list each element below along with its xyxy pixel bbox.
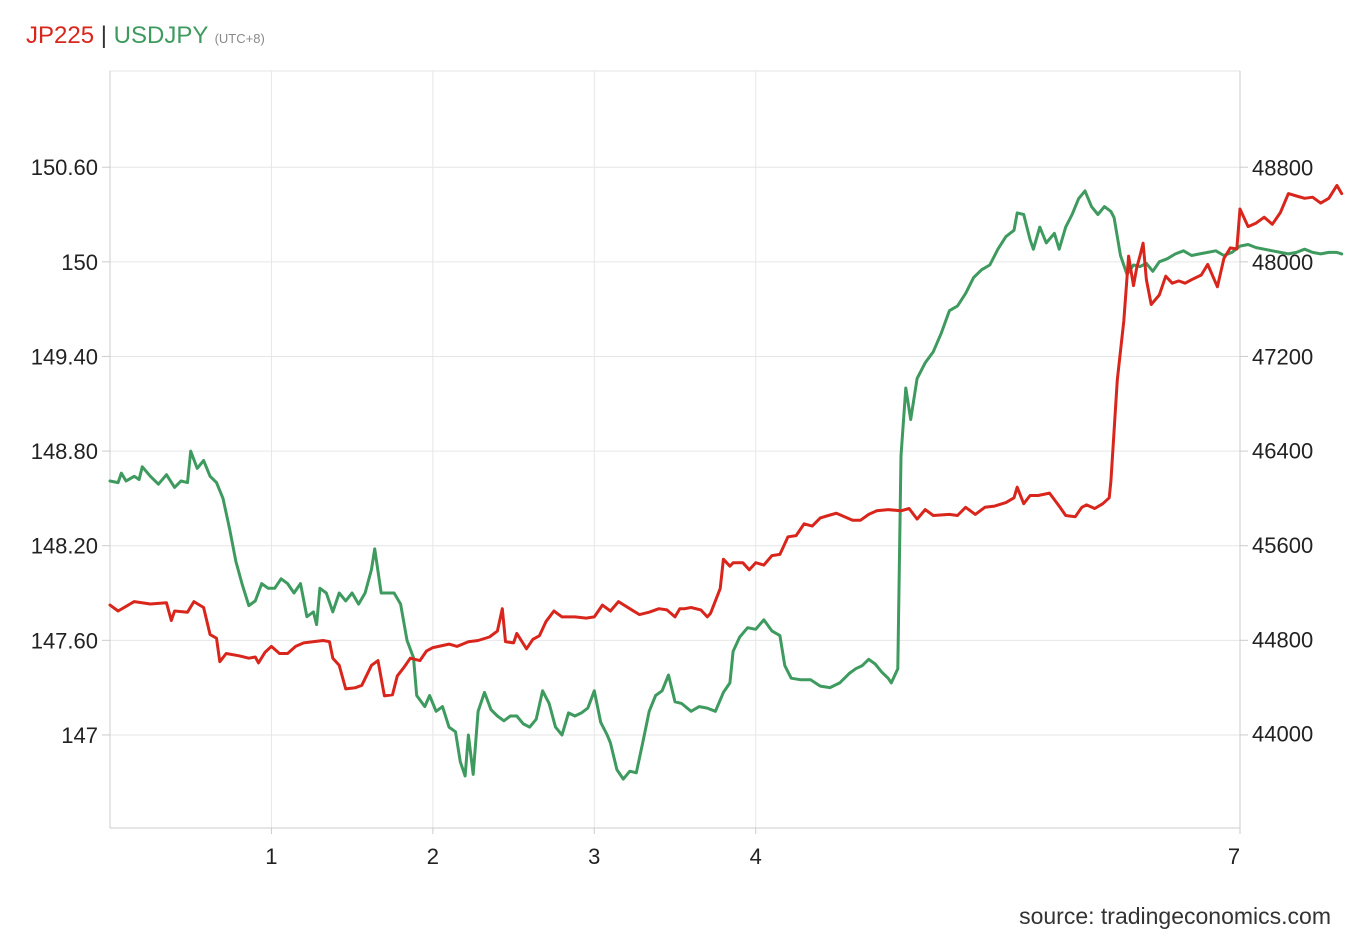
series-line-jp225[interactable] — [108, 183, 1344, 698]
source-credit[interactable]: source: tradingeconomics.com — [1019, 903, 1331, 929]
y-left-tick-label: 148.20 — [31, 534, 98, 559]
legend-separator: | — [100, 22, 107, 49]
y-right-tick-label: 44800 — [1252, 627, 1313, 652]
chart-legend: JP225 | USDJPY (UTC+8) — [26, 20, 265, 55]
y-right-tick-label: 45600 — [1252, 533, 1313, 558]
y-left-tick-label: 150.60 — [31, 155, 98, 180]
y-right-tick-label: 44000 — [1252, 722, 1313, 747]
y-left-tick-label: 147.60 — [31, 628, 98, 653]
y-left-tick-label: 150 — [61, 250, 98, 275]
x-tick-label: 2 — [427, 844, 439, 869]
legend-usdjpy[interactable]: USDJPY — [113, 22, 208, 49]
x-tick-label: 3 — [588, 844, 600, 869]
y-left-tick-label: 149.40 — [31, 344, 98, 369]
series-line-usdjpy[interactable] — [108, 189, 1344, 781]
y-right-tick-label: 48800 — [1252, 156, 1313, 181]
legend-timezone: (UTC+8) — [214, 31, 265, 46]
x-tick-label: 1 — [265, 844, 277, 869]
y-left-tick-label: 147 — [61, 723, 98, 748]
legend-jp225[interactable]: JP225 — [26, 22, 95, 49]
y-right-tick-label: 47200 — [1252, 344, 1313, 369]
x-tick-label: 4 — [750, 844, 762, 869]
y-left-tick-label: 148.80 — [31, 439, 98, 464]
x-tick-label: 7 — [1228, 844, 1240, 869]
y-right-tick-label: 46400 — [1252, 439, 1313, 464]
